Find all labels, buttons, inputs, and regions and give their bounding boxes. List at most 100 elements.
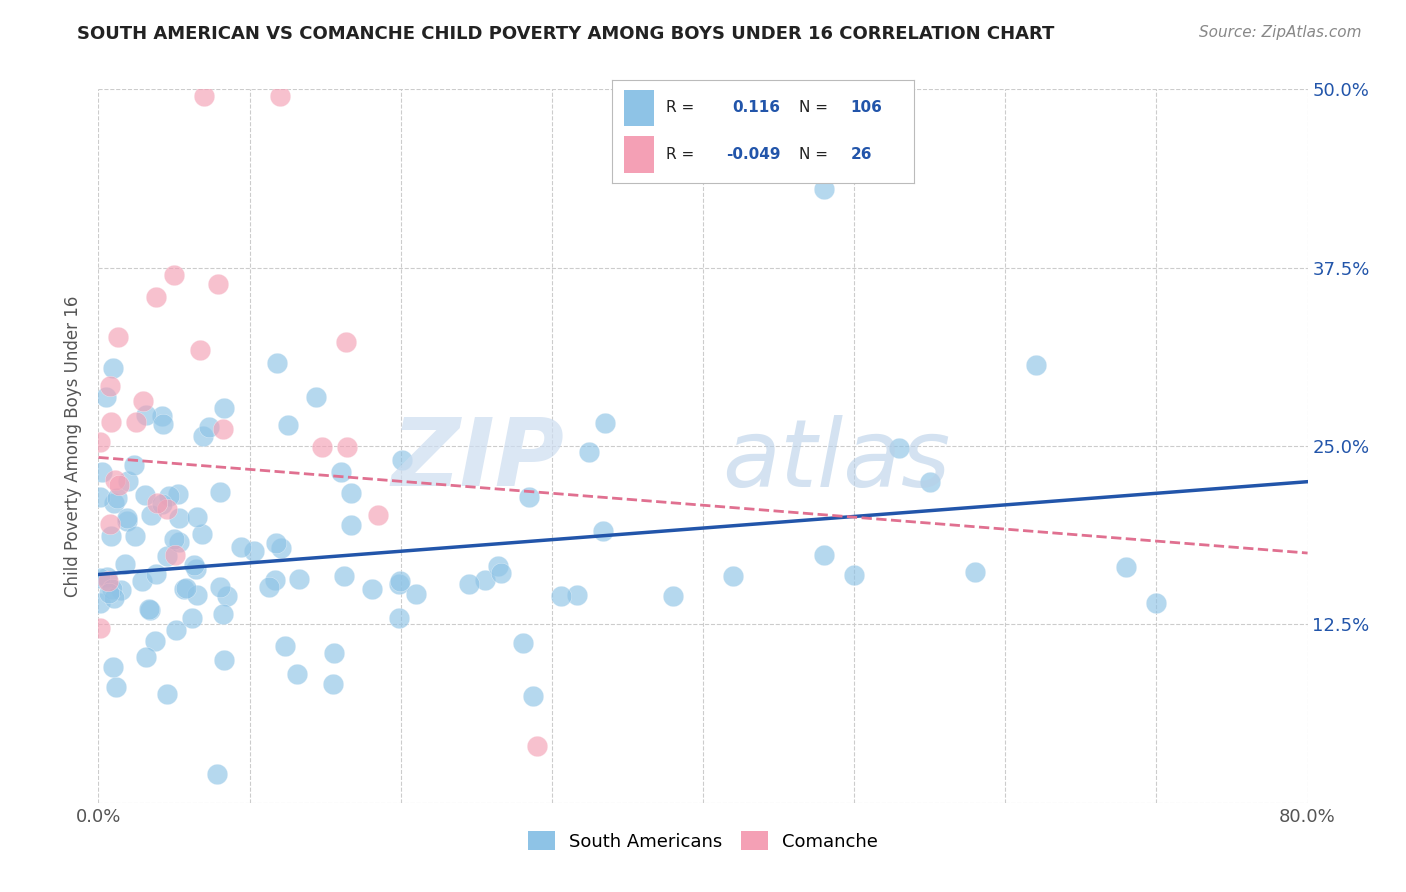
Point bbox=[207, 277, 229, 291]
Point bbox=[217, 589, 239, 603]
Legend: South Americans, Comanche: South Americans, Comanche bbox=[520, 824, 886, 858]
Point bbox=[135, 408, 157, 422]
Point bbox=[156, 549, 179, 564]
Point bbox=[100, 415, 122, 429]
Point bbox=[117, 474, 139, 488]
Point bbox=[94, 390, 117, 404]
Point bbox=[335, 334, 357, 349]
Point bbox=[269, 89, 291, 103]
Point bbox=[361, 582, 384, 597]
Text: Source: ZipAtlas.com: Source: ZipAtlas.com bbox=[1198, 25, 1361, 40]
Point bbox=[103, 361, 125, 376]
Point bbox=[98, 379, 121, 393]
Point bbox=[322, 677, 344, 691]
Point bbox=[329, 465, 352, 479]
Point bbox=[198, 420, 221, 434]
Text: 106: 106 bbox=[851, 101, 883, 115]
Point bbox=[264, 573, 287, 587]
Point bbox=[184, 561, 207, 575]
Point bbox=[89, 571, 111, 585]
Point bbox=[145, 290, 167, 304]
Point bbox=[180, 610, 202, 624]
Point bbox=[186, 588, 208, 602]
Point bbox=[165, 624, 187, 638]
Point bbox=[124, 529, 146, 543]
Point bbox=[146, 496, 169, 510]
Text: N =: N = bbox=[799, 101, 832, 115]
Point bbox=[183, 558, 205, 572]
Point bbox=[266, 536, 288, 550]
Point bbox=[550, 589, 572, 603]
Point bbox=[125, 416, 148, 430]
Point bbox=[89, 621, 111, 635]
Point bbox=[965, 565, 987, 579]
Point bbox=[340, 485, 363, 500]
Point bbox=[89, 434, 111, 449]
Point bbox=[592, 524, 614, 538]
Text: N =: N = bbox=[799, 146, 832, 161]
Point bbox=[165, 548, 187, 562]
Point bbox=[486, 558, 509, 573]
Point bbox=[305, 390, 328, 404]
Point bbox=[163, 532, 186, 546]
Text: -0.049: -0.049 bbox=[727, 146, 780, 161]
Point bbox=[388, 611, 411, 625]
Point bbox=[889, 441, 911, 455]
Point bbox=[152, 417, 174, 431]
Point bbox=[212, 653, 235, 667]
Point bbox=[661, 589, 683, 603]
Point bbox=[159, 489, 181, 503]
Point bbox=[1144, 596, 1167, 610]
Point bbox=[131, 574, 153, 588]
Point bbox=[89, 490, 111, 504]
Point bbox=[266, 356, 288, 370]
Y-axis label: Child Poverty Among Boys Under 16: Child Poverty Among Boys Under 16 bbox=[65, 295, 83, 597]
Point bbox=[135, 650, 157, 665]
Point bbox=[339, 517, 361, 532]
Point bbox=[274, 639, 297, 653]
Point bbox=[288, 573, 311, 587]
Point bbox=[1115, 560, 1137, 574]
Point bbox=[89, 596, 111, 610]
Point bbox=[323, 646, 346, 660]
Text: R =: R = bbox=[666, 101, 699, 115]
Point bbox=[107, 330, 129, 344]
Point bbox=[336, 440, 359, 454]
Point bbox=[138, 603, 160, 617]
Text: R =: R = bbox=[666, 146, 699, 161]
Point bbox=[188, 343, 211, 358]
Point bbox=[167, 511, 190, 525]
Point bbox=[97, 574, 120, 588]
Point bbox=[389, 574, 412, 589]
Text: atlas: atlas bbox=[721, 415, 950, 506]
Point bbox=[229, 540, 252, 554]
Point bbox=[176, 582, 198, 596]
Point bbox=[143, 633, 166, 648]
Text: ZIP: ZIP bbox=[391, 414, 564, 507]
Point bbox=[91, 465, 114, 479]
Point bbox=[191, 526, 214, 541]
Point bbox=[517, 490, 540, 504]
Point bbox=[100, 529, 122, 543]
Point bbox=[115, 514, 138, 528]
Point bbox=[108, 477, 131, 491]
Point bbox=[209, 485, 232, 500]
Point bbox=[150, 409, 173, 423]
Point bbox=[333, 569, 356, 583]
Point bbox=[1024, 358, 1046, 372]
Point bbox=[208, 580, 231, 594]
Point bbox=[163, 268, 186, 282]
Point bbox=[138, 601, 160, 615]
Point bbox=[813, 548, 835, 562]
Point bbox=[145, 567, 167, 582]
Point bbox=[156, 687, 179, 701]
Point bbox=[98, 516, 121, 531]
Point bbox=[167, 534, 190, 549]
Point bbox=[243, 544, 266, 558]
Point bbox=[110, 583, 132, 598]
Point bbox=[132, 393, 155, 408]
Point bbox=[97, 586, 120, 600]
Point bbox=[104, 680, 127, 694]
Point bbox=[522, 690, 544, 704]
Point bbox=[723, 568, 745, 582]
